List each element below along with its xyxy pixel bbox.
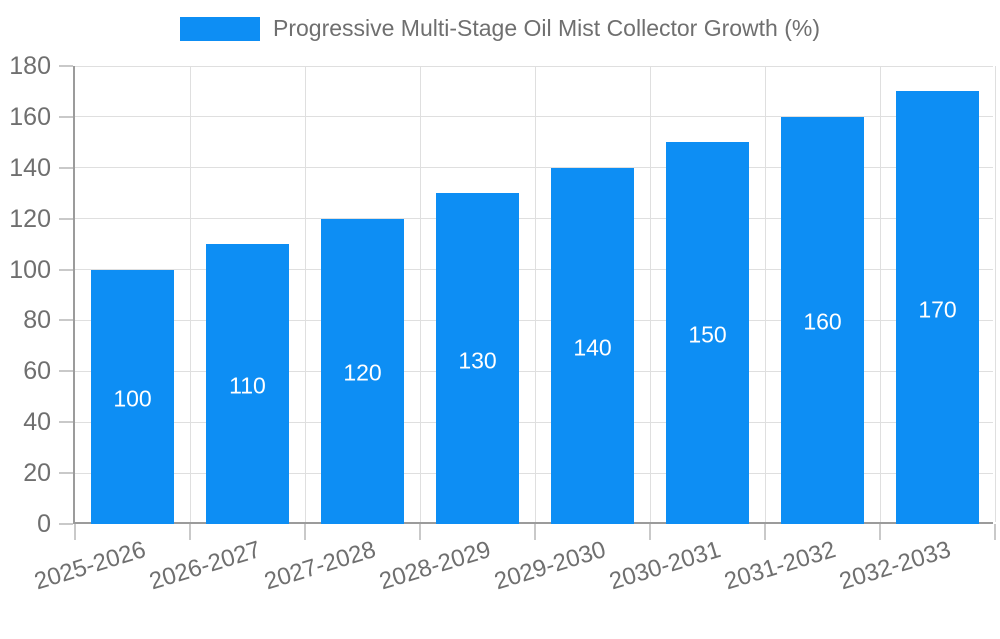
gridline-horizontal bbox=[75, 421, 993, 423]
bar[interactable] bbox=[665, 142, 750, 524]
gridline-vertical bbox=[304, 66, 306, 522]
bar[interactable] bbox=[320, 218, 405, 524]
gridline-horizontal bbox=[75, 472, 993, 474]
bar-value-label: 130 bbox=[458, 347, 497, 374]
bar-chart: Progressive Multi-Stage Oil Mist Collect… bbox=[0, 15, 1000, 595]
y-axis-label: 180 bbox=[9, 52, 51, 80]
bar[interactable] bbox=[780, 116, 865, 524]
y-axis-label: 140 bbox=[9, 153, 51, 182]
y-axis-label: 20 bbox=[23, 459, 51, 488]
legend-swatch-icon bbox=[179, 16, 260, 41]
bar-value-label: 110 bbox=[229, 372, 266, 399]
bar[interactable] bbox=[435, 193, 520, 524]
bar-value-label: 140 bbox=[573, 334, 612, 361]
y-axis-tick bbox=[59, 217, 73, 220]
plot-area: 0 20 40 60 80 100 120 140 160 180 100 2025-2026 110 2… bbox=[9, 52, 996, 595]
bar-value-label: 120 bbox=[343, 359, 382, 386]
x-axis-tick bbox=[304, 524, 306, 540]
y-axis-tick bbox=[59, 65, 73, 67]
bar-value-label: 150 bbox=[688, 321, 727, 348]
bar[interactable] bbox=[90, 269, 175, 524]
gridline-horizontal bbox=[75, 116, 993, 118]
gridline-vertical bbox=[419, 66, 421, 522]
y-axis-label: 0 bbox=[37, 510, 51, 538]
x-axis-tick bbox=[534, 524, 536, 540]
y-axis-tick bbox=[59, 523, 73, 525]
gridline-vertical bbox=[879, 66, 881, 522]
y-axis-label: 40 bbox=[23, 408, 51, 437]
gridline-vertical bbox=[994, 66, 996, 522]
x-axis-tick bbox=[189, 524, 191, 540]
gridline-horizontal bbox=[75, 65, 993, 67]
gridline-vertical bbox=[189, 66, 191, 522]
gridline-vertical bbox=[534, 66, 536, 522]
chart-legend[interactable]: Progressive Multi-Stage Oil Mist Collect… bbox=[0, 15, 1000, 42]
y-axis-tick bbox=[59, 472, 73, 475]
gridline-vertical bbox=[764, 66, 766, 522]
bar-value-label: 100 bbox=[113, 385, 152, 412]
y-axis-tick bbox=[59, 421, 73, 424]
gridline-horizontal bbox=[75, 167, 993, 169]
y-axis-label: 80 bbox=[23, 306, 51, 335]
y-axis-label: 120 bbox=[9, 204, 51, 233]
gridline-horizontal bbox=[75, 319, 993, 321]
x-axis-tick bbox=[419, 524, 421, 540]
gridline-horizontal bbox=[75, 370, 993, 372]
x-axis-tick bbox=[74, 524, 76, 540]
bar[interactable] bbox=[205, 244, 290, 524]
bar-value-label: 160 bbox=[803, 308, 842, 335]
y-axis-label: 160 bbox=[9, 102, 51, 131]
y-axis-label: 100 bbox=[9, 255, 51, 284]
gridline-horizontal bbox=[75, 218, 993, 220]
y-axis-tick bbox=[59, 319, 73, 322]
bar[interactable] bbox=[550, 167, 635, 524]
bar[interactable] bbox=[895, 91, 980, 524]
y-axis-tick bbox=[59, 370, 73, 373]
x-axis-tick bbox=[649, 524, 651, 540]
x-axis-tick bbox=[879, 524, 881, 540]
y-axis-tick bbox=[59, 268, 73, 271]
bar-value-label: 170 bbox=[918, 296, 957, 323]
legend-label: Progressive Multi-Stage Oil Mist Collect… bbox=[272, 15, 821, 41]
y-axis-tick bbox=[59, 166, 73, 169]
gridline-horizontal bbox=[75, 269, 993, 271]
y-axis-tick bbox=[59, 115, 73, 118]
x-axis-tick bbox=[994, 524, 996, 540]
gridline-vertical bbox=[649, 66, 651, 522]
x-axis-tick bbox=[764, 524, 766, 540]
y-axis-label: 60 bbox=[23, 357, 51, 386]
